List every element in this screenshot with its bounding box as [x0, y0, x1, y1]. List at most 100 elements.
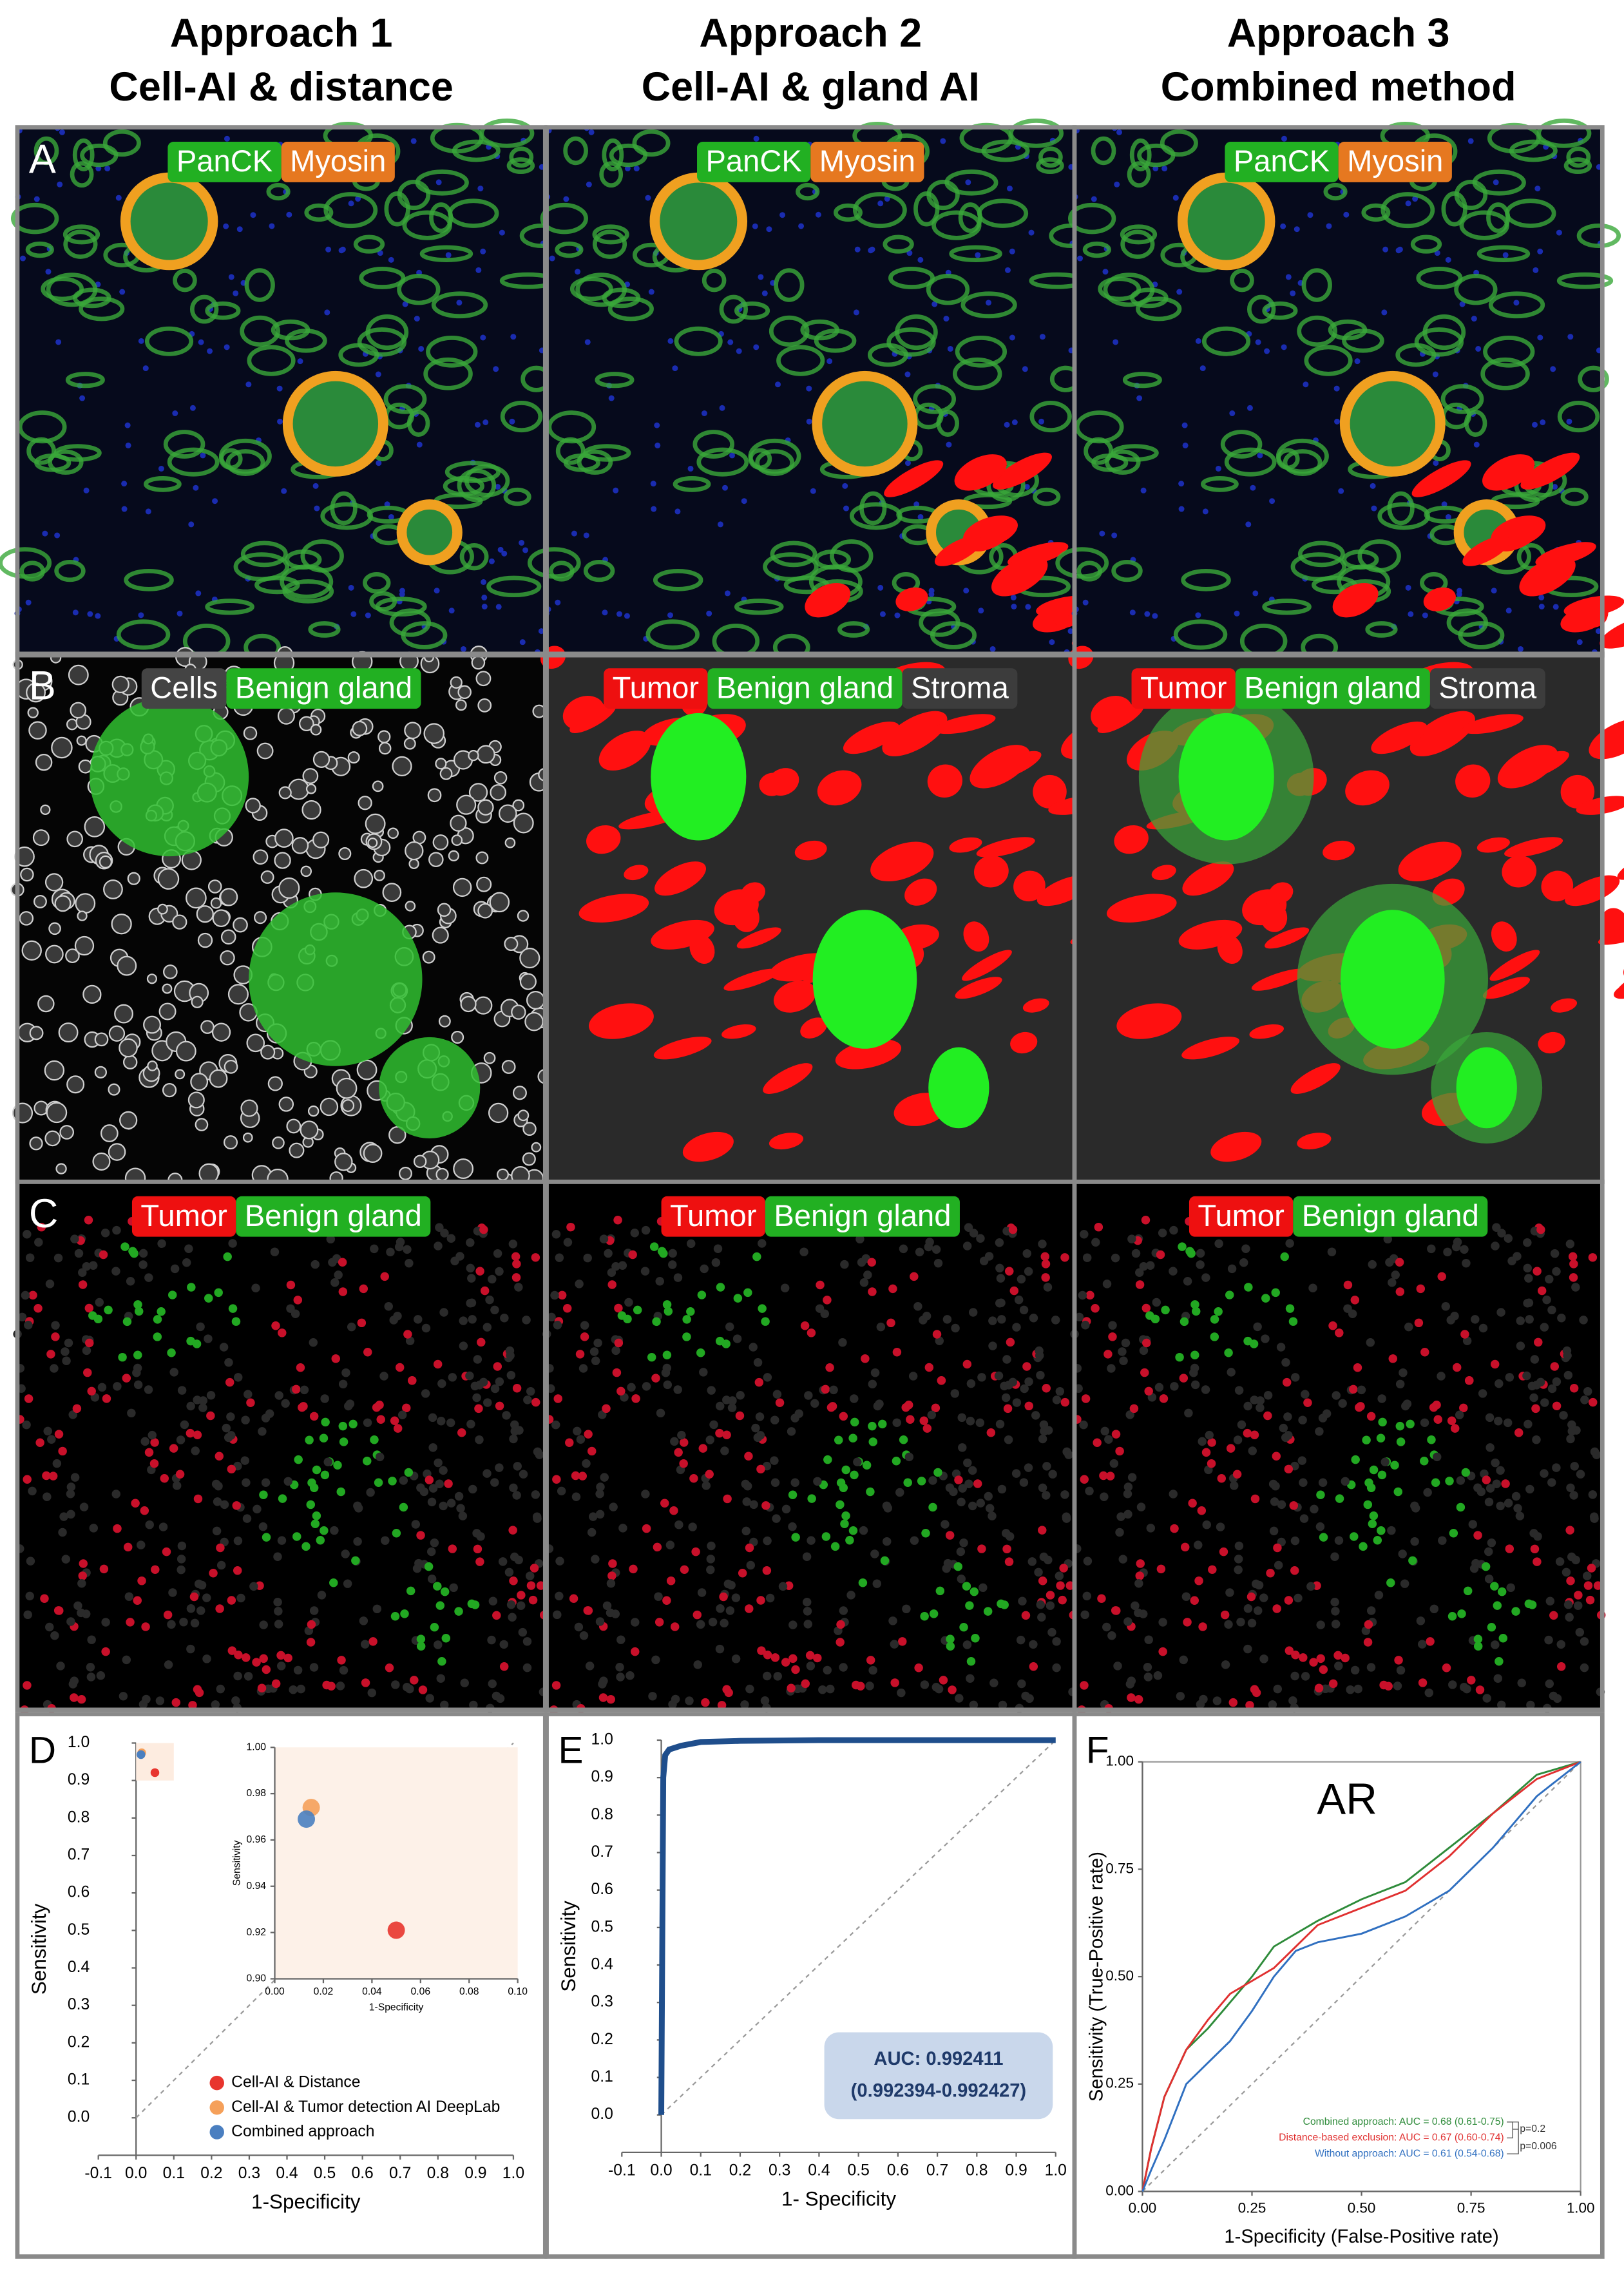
cell-dot: [1353, 1684, 1362, 1694]
epithelium: [645, 619, 700, 650]
epithelium: [919, 608, 960, 637]
epithelium: [1038, 146, 1063, 168]
cell-dot: [1338, 1399, 1347, 1408]
epithelium: [1036, 157, 1064, 175]
legend-text: Tumor: [613, 670, 699, 704]
cell-dot: [228, 1239, 237, 1248]
cell-dot: [127, 1408, 136, 1418]
cell-dot: [177, 1386, 187, 1395]
nucleus: [1473, 441, 1480, 448]
nucleus: [963, 588, 970, 594]
cell-dot: [593, 1338, 602, 1348]
epithelium: [1395, 343, 1437, 367]
cell-dot: [233, 1566, 242, 1575]
cell-dot: [1029, 1313, 1038, 1323]
cell-dot: [1318, 1413, 1328, 1423]
cell-dot: [1438, 1536, 1447, 1545]
cell-dot: [1443, 1247, 1452, 1257]
y-tick-label: 0.0: [68, 2109, 90, 2126]
cell-dot: [821, 1532, 831, 1541]
cell-dot: [946, 1642, 955, 1651]
cell-dot: [976, 1499, 985, 1508]
cell-dot: [1290, 1566, 1299, 1575]
cell-dot: [1552, 1267, 1561, 1276]
cell-dot: [258, 1427, 267, 1436]
cell-dot: [1395, 1421, 1405, 1431]
cell-dot: [975, 1418, 985, 1428]
nucleus: [1099, 530, 1105, 537]
tumor-region: [1462, 714, 1524, 734]
cell-dot: [839, 1412, 848, 1421]
cell-dot: [749, 1500, 758, 1509]
annotation: p=0.2: [1520, 2123, 1545, 2134]
cell-dot: [424, 1562, 434, 1571]
cell-dot: [137, 1540, 146, 1549]
cell-dot: [499, 1640, 508, 1649]
cell-dot: [933, 1468, 942, 1477]
cell-dot: [227, 1596, 236, 1605]
nucleus: [563, 196, 569, 202]
cell-dot: [721, 1339, 731, 1348]
x-tick-label: 0.1: [690, 2162, 712, 2180]
cell-dot: [892, 1348, 902, 1357]
cell-dot: [492, 1611, 501, 1620]
cell-dot: [514, 1555, 523, 1565]
cell-dot: [707, 1541, 716, 1551]
cell-dot: [1579, 1316, 1588, 1325]
point: [150, 1768, 160, 1778]
cell-outline: [341, 1099, 355, 1112]
cell-dot: [1366, 1412, 1376, 1421]
cell-dot: [1503, 1418, 1513, 1428]
cell-outline: [220, 950, 235, 966]
cell-outline: [254, 911, 267, 925]
cell-dot: [1188, 1499, 1197, 1508]
cell-dot: [922, 1311, 931, 1321]
cell-outline: [460, 995, 477, 1013]
cell-dot: [439, 1466, 448, 1475]
cell-dot: [514, 1283, 523, 1292]
cell-outline: [468, 750, 479, 762]
cell-dot: [575, 1350, 585, 1359]
cell-dot: [45, 1279, 55, 1289]
cell-outline: [475, 851, 489, 865]
cell-dot: [349, 1419, 358, 1429]
cell-dot: [1268, 1479, 1278, 1489]
cell-dot: [498, 1557, 508, 1566]
x-tick-label: 0.3: [238, 2165, 260, 2182]
cell-dot: [1282, 1377, 1292, 1387]
epithelium: [1111, 560, 1143, 582]
epithelium: [1290, 552, 1347, 582]
cell-dot: [711, 1258, 721, 1267]
cell-dot: [1411, 1504, 1420, 1513]
nucleus: [1459, 301, 1466, 307]
tumor-region: [1398, 841, 1462, 882]
nucleus: [1517, 646, 1524, 652]
epithelium: [1556, 272, 1614, 289]
cell-dot: [578, 1471, 587, 1480]
nucleus: [810, 488, 816, 494]
cell-outline: [363, 1144, 383, 1163]
cell-dot: [1121, 1338, 1131, 1348]
cell-dot: [1550, 1362, 1560, 1371]
cell-dot: [1151, 1314, 1160, 1324]
cell-dot: [79, 1559, 88, 1568]
x-tick-label: 0.6: [887, 2162, 909, 2180]
cell-outline: [524, 1011, 544, 1031]
cell-dot: [1249, 1339, 1259, 1348]
epithelium: [70, 161, 94, 188]
cell-dot: [1018, 1596, 1027, 1605]
cell-dot: [1469, 1564, 1479, 1573]
cell-dot: [164, 1660, 173, 1669]
cell-dot: [722, 1430, 731, 1439]
myosin-ring: [1339, 370, 1446, 477]
nucleus: [1381, 309, 1388, 316]
tumor-region: [1497, 745, 1558, 789]
cell-dot: [474, 1404, 483, 1413]
cell-dot: [989, 1678, 998, 1687]
cell-dot: [1297, 1456, 1307, 1465]
tumor-region: [769, 1133, 804, 1150]
cell-dot: [354, 1504, 363, 1513]
cell-dot: [133, 1350, 142, 1360]
nucleus: [475, 267, 482, 273]
cell-dot: [53, 1606, 63, 1615]
